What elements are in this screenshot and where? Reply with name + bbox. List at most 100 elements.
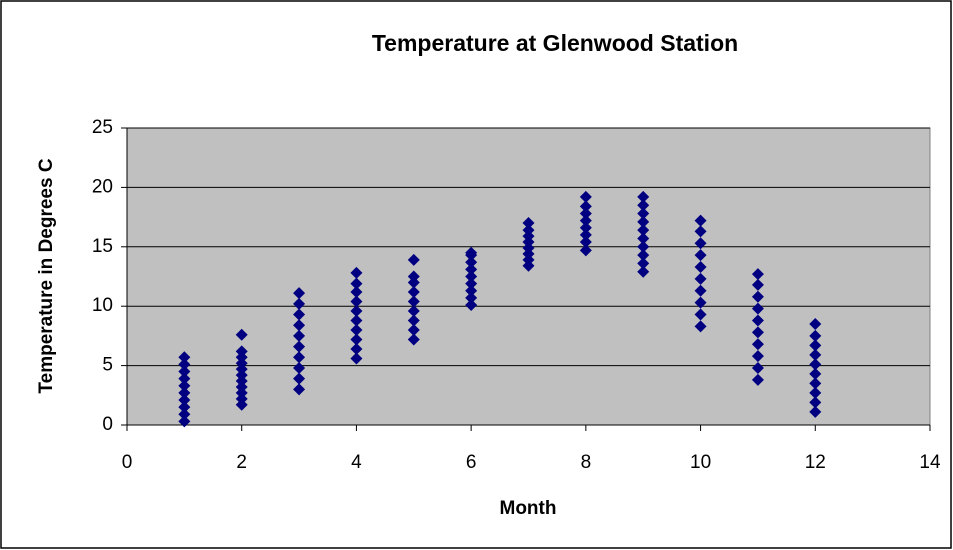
point bbox=[235, 345, 248, 358]
point bbox=[579, 190, 592, 203]
point bbox=[293, 383, 306, 396]
point bbox=[637, 257, 650, 270]
x-tick-label: 10 bbox=[690, 452, 711, 473]
point bbox=[465, 277, 478, 290]
x-tick-label: 8 bbox=[581, 452, 592, 473]
point bbox=[579, 228, 592, 241]
point bbox=[809, 367, 822, 380]
x-tick-label: 0 bbox=[122, 452, 133, 473]
point bbox=[293, 361, 306, 374]
point bbox=[522, 217, 535, 230]
point bbox=[694, 284, 707, 297]
x-tick-label: 12 bbox=[805, 452, 826, 473]
point bbox=[178, 372, 191, 385]
y-tick-label: 10 bbox=[92, 295, 113, 316]
x-tick-label: 14 bbox=[919, 452, 941, 473]
point bbox=[178, 358, 191, 371]
point bbox=[637, 232, 650, 245]
point bbox=[178, 394, 191, 407]
point bbox=[751, 326, 764, 339]
point bbox=[407, 314, 420, 327]
point bbox=[407, 270, 420, 283]
point bbox=[178, 379, 191, 392]
point bbox=[751, 278, 764, 291]
point bbox=[350, 304, 363, 317]
point bbox=[694, 237, 707, 250]
point bbox=[407, 253, 420, 266]
point bbox=[809, 405, 822, 418]
point bbox=[694, 249, 707, 262]
point bbox=[350, 277, 363, 290]
point bbox=[465, 256, 478, 269]
point bbox=[637, 199, 650, 212]
point bbox=[637, 215, 650, 228]
point bbox=[350, 342, 363, 355]
plot-area bbox=[126, 127, 931, 426]
y-tick-label: 0 bbox=[102, 414, 113, 435]
point bbox=[809, 386, 822, 399]
point bbox=[579, 244, 592, 257]
point bbox=[809, 348, 822, 361]
x-tick-label: 2 bbox=[236, 452, 247, 473]
point bbox=[293, 287, 306, 300]
point bbox=[637, 240, 650, 253]
point bbox=[407, 285, 420, 298]
point bbox=[694, 296, 707, 309]
x-axis-label: Month bbox=[500, 498, 557, 519]
point bbox=[522, 224, 535, 237]
point bbox=[178, 386, 191, 399]
point bbox=[751, 350, 764, 363]
point bbox=[465, 284, 478, 297]
point bbox=[579, 221, 592, 234]
point bbox=[407, 304, 420, 317]
point bbox=[809, 377, 822, 390]
point bbox=[809, 339, 822, 352]
point bbox=[694, 214, 707, 227]
point bbox=[407, 295, 420, 308]
point bbox=[465, 246, 478, 259]
point bbox=[350, 323, 363, 336]
point bbox=[579, 207, 592, 220]
point bbox=[178, 351, 191, 364]
point bbox=[694, 320, 707, 333]
point bbox=[178, 408, 191, 421]
point bbox=[694, 260, 707, 273]
point bbox=[579, 236, 592, 249]
point bbox=[178, 365, 191, 378]
point bbox=[465, 291, 478, 304]
point bbox=[293, 297, 306, 310]
y-tick-label: 20 bbox=[92, 176, 113, 197]
point bbox=[751, 338, 764, 351]
point bbox=[235, 328, 248, 341]
point bbox=[293, 372, 306, 385]
point bbox=[350, 352, 363, 365]
point bbox=[350, 285, 363, 298]
point bbox=[293, 329, 306, 342]
y-tick-label: 15 bbox=[92, 236, 113, 257]
point bbox=[350, 314, 363, 327]
point bbox=[809, 318, 822, 331]
point bbox=[465, 299, 478, 312]
point bbox=[694, 308, 707, 321]
point bbox=[293, 351, 306, 364]
point bbox=[178, 415, 191, 428]
point bbox=[751, 290, 764, 303]
point bbox=[579, 200, 592, 213]
x-tick-label: 6 bbox=[466, 452, 477, 473]
point bbox=[751, 268, 764, 281]
point bbox=[637, 249, 650, 262]
point bbox=[637, 265, 650, 278]
point bbox=[178, 401, 191, 414]
point bbox=[809, 329, 822, 342]
point bbox=[465, 263, 478, 276]
point bbox=[293, 308, 306, 321]
point bbox=[350, 266, 363, 279]
point bbox=[579, 214, 592, 227]
x-tick-label: 4 bbox=[351, 452, 362, 473]
point bbox=[637, 207, 650, 220]
y-axis-label: Temperature in Degrees C bbox=[36, 158, 57, 393]
point bbox=[694, 272, 707, 285]
point bbox=[350, 333, 363, 346]
point bbox=[407, 323, 420, 336]
